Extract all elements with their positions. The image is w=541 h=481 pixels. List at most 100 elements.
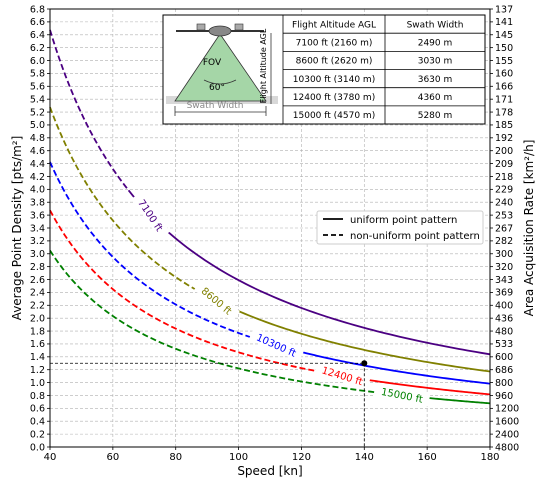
y-tick-label: 0.2: [30, 429, 45, 440]
reference-point: [361, 360, 367, 366]
y-tick-label: 5.0: [30, 120, 45, 131]
altitude-label: Flight Altitude AGL: [259, 28, 268, 103]
table-cell: 15000 ft (4570 m): [293, 111, 375, 121]
table-cell: 5280 m: [418, 111, 453, 121]
y2-tick-label: 200: [495, 146, 513, 157]
swath-label: Swath Width: [187, 101, 244, 111]
x-tick-label: 100: [229, 452, 248, 463]
inset-panel: FOV 60° Swath Width Flight Altitude AGL …: [163, 15, 485, 124]
y-tick-label: 4.0: [30, 185, 45, 196]
x-tick-label: 160: [418, 452, 437, 463]
y-tick-label: 1.8: [30, 326, 45, 337]
y-tick-label: 1.2: [30, 365, 45, 376]
y-tick-label: 6.4: [30, 30, 45, 41]
y-tick-label: 3.2: [30, 236, 45, 247]
y-tick-label: 0.6: [30, 404, 45, 415]
y-tick-label: 2.6: [30, 275, 45, 286]
y2-tick-label: 192: [495, 133, 513, 144]
y2-tick-label: 267: [495, 223, 513, 234]
y2-tick-label: 686: [495, 365, 513, 376]
y2-tick-label: 400: [495, 301, 513, 312]
y-tick-label: 5.4: [30, 94, 45, 105]
x-tick-label: 120: [292, 452, 311, 463]
y2-tick-label: 800: [495, 378, 513, 389]
y2-tick-label: 178: [495, 107, 513, 118]
y2-tick-label: 166: [495, 82, 513, 93]
y2-tick-label: 137: [495, 4, 513, 15]
x-tick-label: 180: [480, 452, 499, 463]
y-tick-label: 6.2: [30, 43, 45, 54]
y-tick-label: 6.6: [30, 17, 45, 28]
y2-tick-label: 171: [495, 94, 513, 105]
table-cell: 4360 m: [418, 93, 453, 103]
y2-tick-label: 150: [495, 43, 513, 54]
y-tick-label: 0.0: [30, 442, 45, 453]
y-tick-label: 2.0: [30, 313, 45, 324]
y2-tick-label: 4800: [495, 442, 519, 453]
y2-tick-label: 2400: [495, 429, 519, 440]
y-tick-label: 6.0: [30, 56, 45, 67]
y-tick-label: 1.0: [30, 378, 45, 389]
y-tick-label: 6.8: [30, 4, 45, 15]
y-tick-label: 1.4: [30, 352, 45, 363]
y2-tick-label: 1200: [495, 404, 519, 415]
y-tick-label: 5.8: [30, 69, 45, 80]
table-cell: 3030 m: [418, 57, 453, 67]
legend-solid-label: uniform point pattern: [350, 215, 457, 226]
y2-tick-label: 369: [495, 288, 513, 299]
x-tick-label: 140: [355, 452, 374, 463]
fov-label: FOV: [203, 58, 222, 68]
y-tick-label: 4.6: [30, 146, 45, 157]
y-tick-label: 3.0: [30, 249, 45, 260]
y-tick-label: 3.6: [30, 210, 45, 221]
y2-tick-label: 480: [495, 326, 513, 337]
table-cell: 8600 ft (2620 m): [296, 57, 373, 67]
y2-tick-label: 141: [495, 17, 513, 28]
table-cell: 3630 m: [418, 75, 453, 85]
table-cell: 12400 ft (3780 m): [293, 93, 375, 103]
y-tick-label: 5.6: [30, 82, 45, 93]
y2-tick-label: 320: [495, 262, 513, 273]
y-tick-label: 4.4: [30, 159, 45, 170]
series-dashed-line: [50, 30, 129, 190]
x-axis-label: Speed [kn]: [237, 464, 302, 478]
x-tick-label: 40: [44, 452, 57, 463]
angle-label: 60°: [209, 83, 225, 93]
table-cell: 2490 m: [418, 39, 453, 49]
svg-text:10300 ft: 10300 ft: [254, 332, 297, 359]
y2-tick-label: 600: [495, 352, 513, 363]
y-tick-label: 2.8: [30, 262, 45, 273]
table-cell: 7100 ft (2160 m): [296, 39, 373, 49]
y2-axis-label: Area Acquisition Rate [km²/h]: [522, 140, 536, 317]
y-tick-label: 2.4: [30, 288, 45, 299]
y-tick-label: 4.8: [30, 133, 45, 144]
y-tick-label: 0.4: [30, 417, 45, 428]
table-cell: 10300 ft (3140 m): [293, 75, 375, 85]
y2-tick-label: 300: [495, 249, 513, 260]
y-tick-label: 3.8: [30, 198, 45, 209]
y2-tick-label: 436: [495, 313, 513, 324]
y2-tick-label: 253: [495, 210, 513, 221]
y2-tick-label: 185: [495, 120, 513, 131]
y2-tick-label: 229: [495, 185, 513, 196]
y2-tick-label: 343: [495, 275, 513, 286]
y2-tick-label: 282: [495, 236, 513, 247]
series-dashed-line: [50, 107, 213, 299]
y-axis-label: Average Point Density [pts/m²]: [10, 136, 24, 321]
y2-tick-label: 240: [495, 198, 513, 209]
y-tick-label: 3.4: [30, 223, 45, 234]
y2-tick-label: 160: [495, 69, 513, 80]
legend: uniform point pattern non-uniform point …: [317, 211, 483, 244]
series-label: 8600 ft: [194, 280, 240, 322]
y2-tick-label: 155: [495, 56, 513, 67]
x-tick-label: 80: [169, 452, 182, 463]
legend-dashed-label: non-uniform point pattern: [350, 231, 480, 242]
y-tick-label: 4.2: [30, 172, 45, 183]
y-tick-label: 5.2: [30, 107, 45, 118]
y-tick-label: 1.6: [30, 339, 45, 350]
y2-tick-label: 960: [495, 391, 513, 402]
table-header-cell: Swath Width: [407, 20, 464, 30]
y2-tick-label: 145: [495, 30, 513, 41]
y-tick-label: 2.2: [30, 301, 45, 312]
